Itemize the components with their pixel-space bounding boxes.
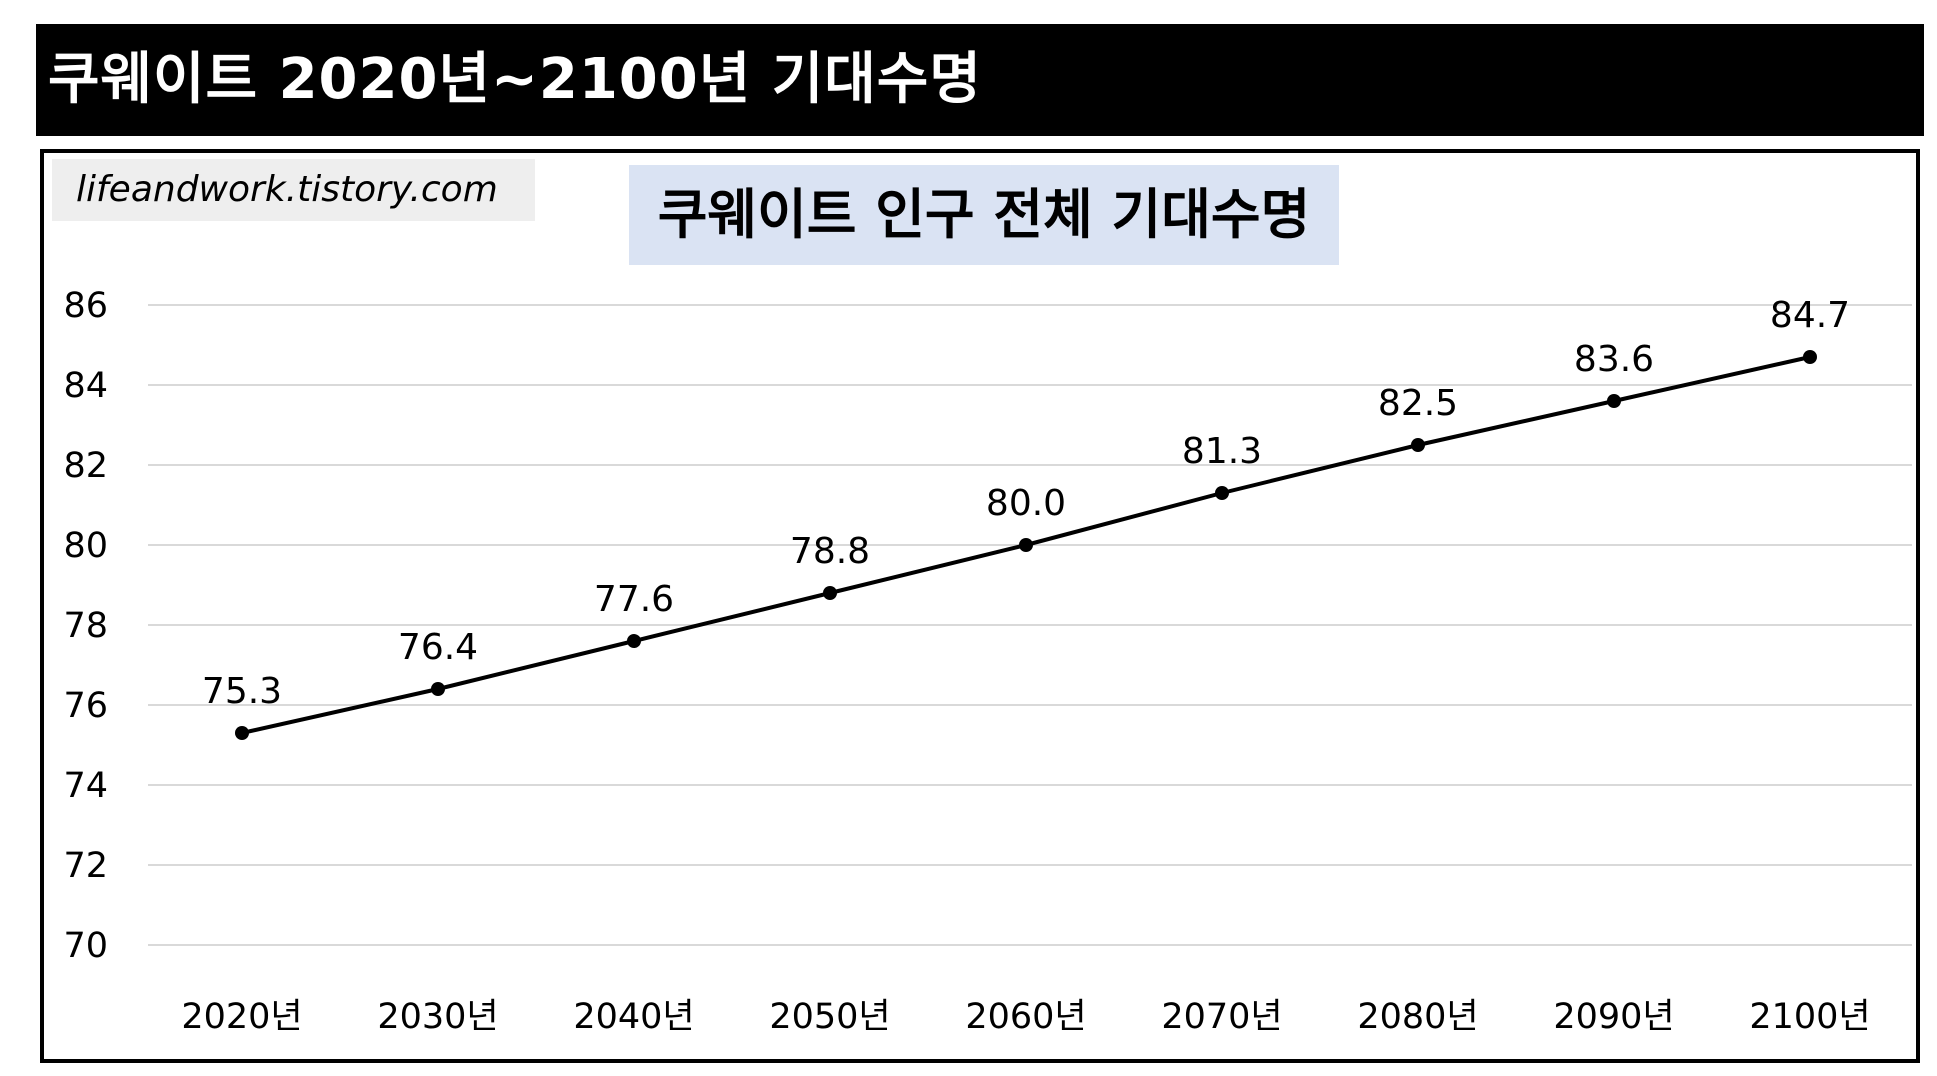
data-point — [1215, 486, 1229, 500]
data-label: 77.6 — [594, 579, 674, 620]
watermark: lifeandwork.tistory.com — [52, 159, 535, 221]
page-title: 쿠웨이트 2020년~2100년 기대수명 — [48, 47, 982, 112]
data-label: 80.0 — [986, 483, 1066, 524]
data-label: 75.3 — [202, 671, 282, 712]
x-tick-label: 2030년 — [377, 997, 498, 1037]
y-tick-label: 74 — [63, 766, 108, 806]
x-tick-label: 2090년 — [1553, 997, 1674, 1037]
y-tick-label: 84 — [63, 366, 108, 406]
y-tick-label: 86 — [63, 286, 108, 326]
data-point — [1607, 394, 1621, 408]
x-tick-label: 2060년 — [965, 997, 1086, 1037]
x-tick-label: 2020년 — [181, 997, 302, 1037]
y-tick-label: 76 — [63, 686, 108, 726]
data-label: 76.4 — [398, 627, 478, 668]
data-label: 81.3 — [1182, 431, 1262, 472]
data-label: 82.5 — [1378, 383, 1458, 424]
x-tick-label: 2050년 — [769, 997, 890, 1037]
data-point — [235, 726, 249, 740]
y-tick-label: 78 — [63, 606, 108, 646]
chart-title: 쿠웨이트 인구 전체 기대수명 — [629, 165, 1339, 265]
header-bar: 쿠웨이트 2020년~2100년 기대수명 — [36, 24, 1924, 136]
y-tick-label: 70 — [63, 926, 108, 966]
data-point — [627, 634, 641, 648]
y-tick-label: 82 — [63, 446, 108, 486]
data-point — [431, 682, 445, 696]
data-label: 84.7 — [1770, 295, 1850, 336]
y-tick-label: 80 — [63, 526, 108, 566]
x-tick-label: 2080년 — [1357, 997, 1478, 1037]
data-label: 83.6 — [1574, 339, 1654, 380]
line-chart: 70 72 74 76 78 80 82 84 86 2020년 2030년 2040년 2050년 20… — [63, 286, 1912, 1037]
data-point — [1803, 350, 1817, 364]
x-tick-label: 2100년 — [1749, 997, 1870, 1037]
data-point — [1019, 538, 1033, 552]
x-tick-label: 2070년 — [1161, 997, 1282, 1037]
data-label: 78.8 — [790, 531, 870, 572]
y-tick-label: 72 — [63, 846, 108, 886]
x-tick-label: 2040년 — [573, 997, 694, 1037]
chart-frame: lifeandwork.tistory.com 쿠웨이트 인구 전체 기대수명 … — [40, 149, 1920, 1063]
data-point — [823, 586, 837, 600]
data-point — [1411, 438, 1425, 452]
